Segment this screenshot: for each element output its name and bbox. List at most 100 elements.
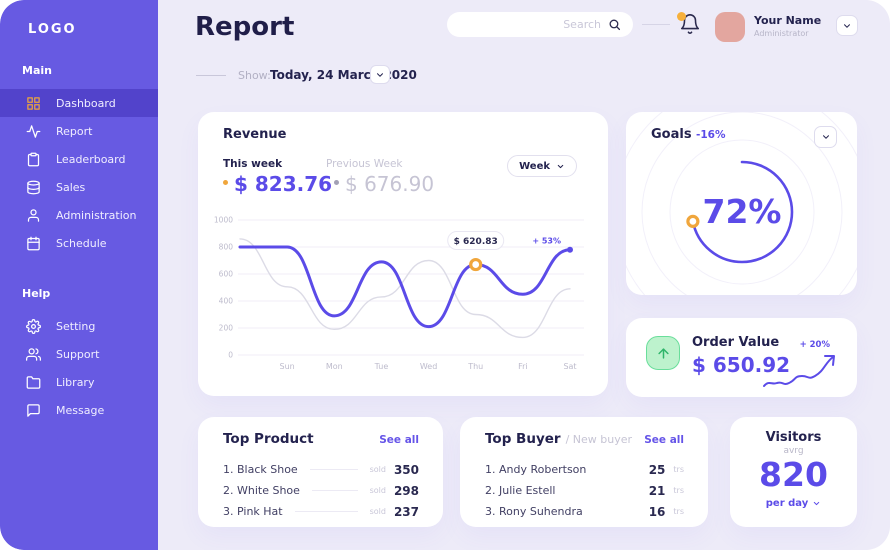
sidebar-item-label: Sales [56, 180, 86, 194]
row-divider [294, 511, 358, 512]
svg-text:Sun: Sun [280, 362, 295, 371]
list-item: 2. White Shoe sold 298 [223, 480, 419, 501]
chevron-down-icon [844, 23, 850, 28]
avatar[interactable] [715, 12, 745, 42]
buyer-value: 25 [648, 462, 666, 477]
buyer-unit: trs [673, 465, 684, 474]
sidebar-section-help: Help [22, 287, 51, 300]
show-label: Show: [238, 69, 271, 82]
visitors-title: Visitors [765, 430, 822, 445]
buyer-unit: trs [673, 507, 684, 516]
sidebar-item-report[interactable]: Report [0, 117, 158, 145]
search-icon[interactable] [608, 18, 621, 31]
prev-week-value: $ 676.90 [334, 172, 434, 196]
buyer-value: 21 [648, 483, 666, 498]
main-content: Report Your Name Administrator Show: Tod… [158, 0, 890, 550]
product-value: 237 [393, 504, 419, 519]
this-week-dot [223, 180, 228, 185]
svg-text:1000: 1000 [214, 216, 233, 225]
svg-text:Wed: Wed [420, 362, 437, 371]
sidebar-item-label: Dashboard [56, 96, 116, 110]
sidebar-item-library[interactable]: Library [0, 368, 158, 396]
this-week-value: $ 823.76 [223, 172, 332, 196]
chevron-down-icon [814, 501, 820, 506]
dashboard-icon [26, 96, 41, 111]
list-item: 2. Julie Estell 21 trs [485, 480, 684, 501]
product-value: 350 [393, 462, 419, 477]
goals-card: Goals -16% 72% [626, 112, 857, 295]
sidebar-item-schedule[interactable]: Schedule [0, 229, 158, 257]
top-buyer-list: 1. Andy Robertson 25 trs 2. Julie Estell 21… [485, 459, 684, 522]
svg-text:+ 53%: + 53% [532, 237, 561, 246]
sidebar-item-label: Support [56, 347, 100, 361]
date-filter-value[interactable]: Today, 24 March 2020 [270, 68, 417, 82]
leaderboard-icon [26, 152, 41, 167]
sidebar-item-message[interactable]: Message [0, 396, 158, 424]
arrow-up-icon [646, 336, 680, 370]
revenue-chart: 0 200 400 600 800 1000 Sun Mon Tue Wed Thu Fri Sat + … [198, 210, 608, 380]
header-divider [642, 24, 670, 25]
svg-text:Thu: Thu [467, 362, 483, 371]
svg-text:600: 600 [219, 270, 234, 279]
list-item: 3. Pink Hat sold 237 [223, 501, 419, 522]
buyer-value: 16 [648, 504, 666, 519]
order-sparkline [761, 348, 841, 390]
top-buyer-subtitle: / New buyer [565, 433, 633, 446]
date-filter-button[interactable] [370, 65, 390, 84]
svg-text:200: 200 [219, 324, 234, 333]
setting-icon [26, 318, 41, 334]
notification-dot [677, 12, 686, 21]
search-input[interactable] [481, 18, 601, 31]
product-value: 298 [393, 483, 419, 498]
top-product-see-all[interactable]: See all [379, 434, 419, 446]
product-unit: sold [369, 486, 386, 495]
list-item: 1. Black Shoe sold 350 [223, 459, 419, 480]
svg-text:800: 800 [219, 243, 234, 252]
list-item: 1. Andy Robertson 25 trs [485, 459, 684, 480]
goals-menu-button[interactable] [814, 126, 837, 148]
visitors-unit-dropdown[interactable]: per day [766, 498, 821, 509]
range-selector-button[interactable]: Week [507, 155, 577, 177]
sidebar: LOGO Main Dashboard Report Leaderboard S… [0, 0, 158, 550]
goals-delta: -16% [696, 129, 726, 141]
top-buyer-title: Top Buyer [485, 431, 561, 447]
administration-icon [26, 208, 41, 223]
report-icon [26, 124, 41, 139]
top-product-title: Top Product [223, 431, 314, 447]
gauge-ring-decoration [669, 139, 815, 285]
sidebar-item-label: Leaderboard [56, 152, 126, 166]
revenue-card: Revenue This week $ 823.76 Previous Week… [198, 112, 608, 396]
sidebar-item-dashboard[interactable]: Dashboard [0, 89, 158, 117]
sidebar-item-leaderboard[interactable]: Leaderboard [0, 145, 158, 173]
top-product-card: Top Product See all 1. Black Shoe sold 350… [198, 417, 443, 527]
chevron-down-icon [822, 135, 829, 139]
sidebar-item-administration[interactable]: Administration [0, 201, 158, 229]
notification-bell-icon[interactable] [677, 12, 701, 35]
product-name: 1. Black Shoe [223, 463, 298, 476]
buyer-name: 1. Andy Robertson [485, 463, 587, 476]
sidebar-item-label: Setting [56, 319, 96, 333]
svg-text:Sat: Sat [563, 362, 576, 371]
sidebar-item-label: Schedule [56, 236, 107, 250]
top-buyer-see-all[interactable]: See all [644, 434, 684, 446]
row-divider [309, 469, 358, 470]
sidebar-item-label: Message [56, 403, 105, 417]
sidebar-item-setting[interactable]: Setting [0, 312, 158, 340]
prev-week-dot [334, 180, 339, 185]
svg-text:$ 620.83: $ 620.83 [454, 237, 498, 247]
sidebar-item-sales[interactable]: Sales [0, 173, 158, 201]
page-title: Report [195, 12, 295, 42]
order-value-delta: + 20% [799, 340, 830, 350]
user-menu-button[interactable] [836, 15, 858, 36]
gauge-ring-decoration [641, 112, 843, 295]
product-name: 2. White Shoe [223, 484, 300, 497]
svg-text:Fri: Fri [518, 362, 528, 371]
buyer-unit: trs [673, 486, 684, 495]
svg-text:0: 0 [228, 351, 233, 360]
logo: LOGO [28, 22, 77, 37]
visitors-card: Visitors avrg 820 per day [730, 417, 857, 527]
goals-percent: 72% [702, 192, 782, 231]
top-buyer-header: Top Buyer / New buyer See all [485, 431, 684, 447]
sidebar-section-main: Main [22, 64, 52, 77]
sidebar-item-support[interactable]: Support [0, 340, 158, 368]
